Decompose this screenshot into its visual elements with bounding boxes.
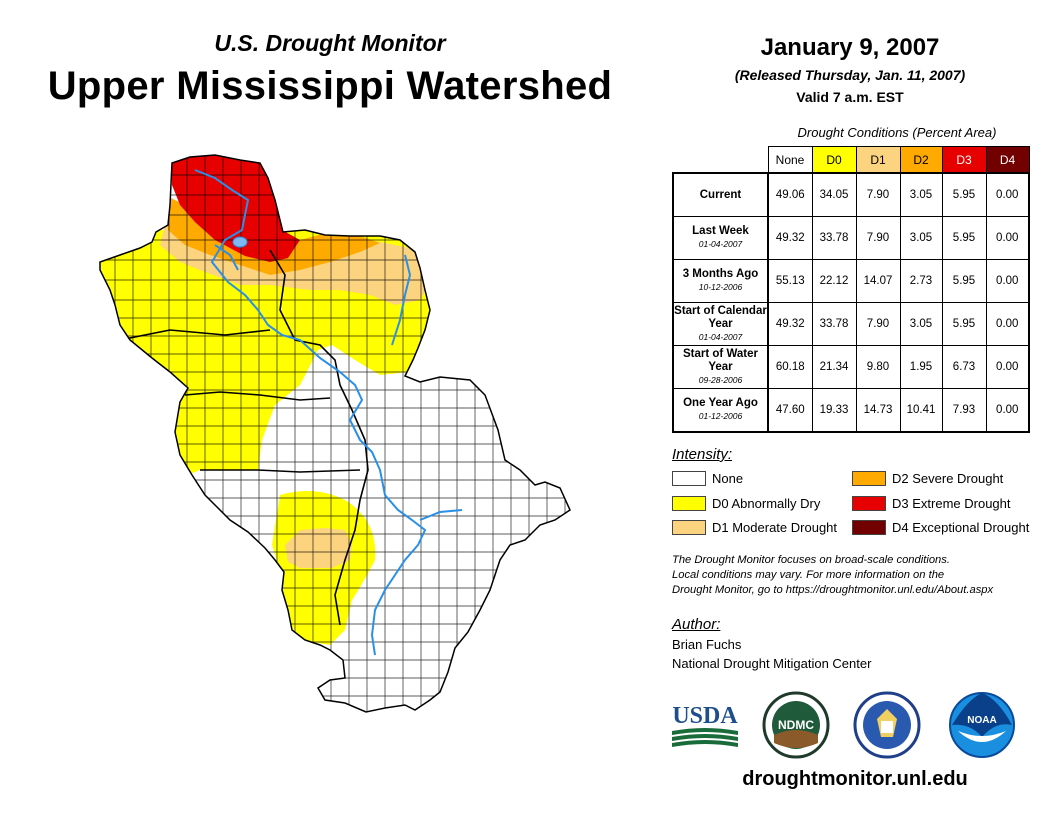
legend-swatch	[852, 471, 886, 486]
cell-d0: 19.33	[811, 388, 857, 433]
watershed-map	[99, 154, 571, 713]
cell-d0: 34.05	[811, 172, 857, 217]
cell-d4: 0.00	[985, 259, 1030, 303]
legend-item-d1: D1 Moderate Drought	[672, 520, 837, 535]
noaa-logo-icon: NOAA	[949, 692, 1015, 758]
cell-none: 49.06	[767, 172, 813, 217]
cell-d0: 33.78	[811, 302, 857, 346]
header-d2: D2	[899, 146, 943, 174]
website-link[interactable]: droughtmonitor.unl.edu	[742, 768, 968, 790]
svg-text:NDMC: NDMC	[778, 718, 814, 732]
cell-none: 49.32	[767, 302, 813, 346]
cell-d2: 2.73	[899, 259, 943, 303]
disclaimer-note: The Drought Monitor focuses on broad-sca…	[672, 554, 994, 596]
table-row: Last Week 01-04-2007 49.32 33.78 7.90 3.0…	[672, 216, 1030, 260]
author-org: National Drought Mitigation Center	[672, 656, 872, 671]
river-lines	[194, 169, 463, 656]
svg-text:NOAA: NOAA	[967, 715, 996, 726]
legend-item-d4: D4 Exceptional Drought	[852, 520, 1029, 535]
cell-d1: 7.90	[855, 172, 901, 217]
table-header-row: None D0 D1 D2 D3 D4	[673, 146, 1030, 174]
cell-d1: 14.73	[855, 388, 901, 433]
table-row: Start of Water Year 09-28-2006 60.18 21.3…	[672, 345, 1030, 389]
map-title: Upper Mississippi Watershed	[47, 64, 613, 108]
cell-d3: 5.95	[941, 172, 987, 217]
cell-none: 47.60	[767, 388, 813, 433]
row-label: 3 Months Ago 10-12-2006	[672, 259, 769, 303]
row-label: Last Week 01-04-2007	[672, 216, 769, 260]
cell-d3: 7.93	[941, 388, 987, 433]
cell-d2: 3.05	[899, 302, 943, 346]
drought-stats-table: None D0 D1 D2 D3 D4 Current 49.06 34.05 …	[672, 146, 1030, 433]
header-d1: D1	[855, 146, 901, 174]
cell-d3: 6.73	[941, 345, 987, 389]
ndmc-logo-icon: NDMC	[762, 691, 830, 759]
cell-d4: 0.00	[985, 172, 1030, 217]
legend-swatch	[672, 520, 706, 535]
cell-d1: 14.07	[855, 259, 901, 303]
legend-swatch	[852, 496, 886, 511]
cell-none: 60.18	[767, 345, 813, 389]
table-row: Start of Calendar Year 01-04-2007 49.32 3…	[672, 302, 1030, 346]
cell-d4: 0.00	[985, 345, 1030, 389]
table-caption: Drought Conditions (Percent Area)	[797, 125, 997, 140]
header-d0: D0	[811, 146, 857, 174]
cell-d2: 10.41	[899, 388, 943, 433]
cell-d0: 21.34	[811, 345, 857, 389]
cell-d2: 1.95	[899, 345, 943, 389]
header-blank	[673, 146, 769, 174]
author-name: Brian Fuchs	[672, 637, 742, 652]
cell-none: 49.32	[767, 216, 813, 260]
cell-d3: 5.95	[941, 216, 987, 260]
map-subtitle: U.S. Drought Monitor	[214, 30, 446, 56]
legend-item-d2: D2 Severe Drought	[852, 471, 1003, 486]
svg-text:USDA: USDA	[672, 703, 738, 729]
cell-d3: 5.95	[941, 259, 987, 303]
cell-d1: 9.80	[855, 345, 901, 389]
legend-item-none: None	[672, 471, 743, 486]
legend-item-d0: D0 Abnormally Dry	[672, 496, 820, 511]
cell-d4: 0.00	[985, 302, 1030, 346]
author-heading: Author:	[672, 616, 721, 633]
map-date: January 9, 2007	[760, 34, 940, 61]
cell-d0: 33.78	[811, 216, 857, 260]
cell-d2: 3.05	[899, 172, 943, 217]
table-row: One Year Ago 01-12-2006 47.60 19.33 14.73…	[672, 388, 1030, 433]
legend-item-d3: D3 Extreme Drought	[852, 496, 1011, 511]
header-none: None	[767, 146, 813, 174]
table-row: 3 Months Ago 10-12-2006 55.13 22.12 14.07…	[672, 259, 1030, 303]
header-d3: D3	[941, 146, 987, 174]
legend-swatch	[672, 471, 706, 486]
cell-d1: 7.90	[855, 302, 901, 346]
cell-none: 55.13	[767, 259, 813, 303]
cell-d2: 3.05	[899, 216, 943, 260]
release-date: (Released Thursday, Jan. 11, 2007)	[734, 67, 966, 83]
cell-d3: 5.95	[941, 302, 987, 346]
usda-logo-icon: USDA	[672, 703, 738, 747]
cell-d0: 22.12	[811, 259, 857, 303]
row-label: Start of Water Year 09-28-2006	[672, 345, 769, 389]
table-row: Current 49.06 34.05 7.90 3.05 5.95 0.00	[672, 172, 1030, 217]
valid-time: Valid 7 a.m. EST	[796, 89, 904, 105]
doc-seal-icon	[853, 691, 921, 759]
row-label: One Year Ago 01-12-2006	[672, 388, 769, 433]
legend-swatch	[672, 496, 706, 511]
legend-heading: Intensity:	[672, 446, 733, 463]
cell-d4: 0.00	[985, 216, 1030, 260]
legend-swatch	[852, 520, 886, 535]
cell-d4: 0.00	[985, 388, 1030, 433]
cell-d1: 7.90	[855, 216, 901, 260]
row-label: Current	[672, 172, 769, 217]
header-d4: D4	[985, 146, 1030, 174]
row-label: Start of Calendar Year 01-04-2007	[672, 302, 769, 346]
